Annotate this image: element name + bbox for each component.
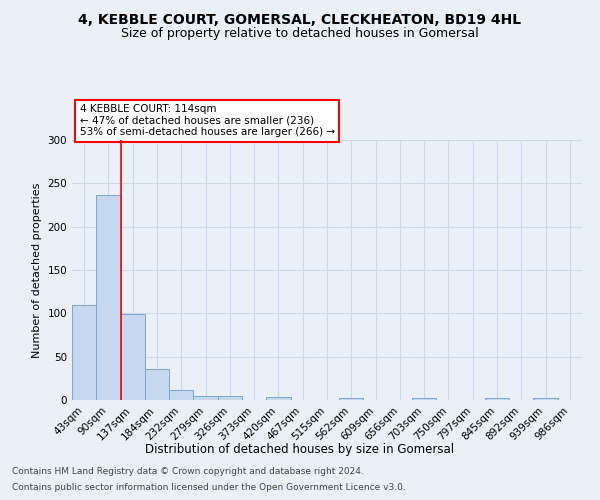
Text: 4, KEBBLE COURT, GOMERSAL, CLECKHEATON, BD19 4HL: 4, KEBBLE COURT, GOMERSAL, CLECKHEATON, … xyxy=(79,12,521,26)
Bar xyxy=(193,396,218,400)
Bar xyxy=(339,398,364,400)
Text: Contains HM Land Registry data © Crown copyright and database right 2024.: Contains HM Land Registry data © Crown c… xyxy=(12,468,364,476)
Bar xyxy=(96,196,121,400)
Text: Distribution of detached houses by size in Gomersal: Distribution of detached houses by size … xyxy=(145,442,455,456)
Bar xyxy=(145,369,169,400)
Bar xyxy=(533,398,558,400)
Bar xyxy=(169,390,193,400)
Text: Size of property relative to detached houses in Gomersal: Size of property relative to detached ho… xyxy=(121,28,479,40)
Text: Contains public sector information licensed under the Open Government Licence v3: Contains public sector information licen… xyxy=(12,482,406,492)
Bar xyxy=(266,396,290,400)
Bar xyxy=(121,314,145,400)
Y-axis label: Number of detached properties: Number of detached properties xyxy=(32,182,42,358)
Bar xyxy=(72,304,96,400)
Bar xyxy=(218,396,242,400)
Bar xyxy=(485,398,509,400)
Text: 4 KEBBLE COURT: 114sqm
← 47% of detached houses are smaller (236)
53% of semi-de: 4 KEBBLE COURT: 114sqm ← 47% of detached… xyxy=(80,104,335,138)
Bar xyxy=(412,398,436,400)
